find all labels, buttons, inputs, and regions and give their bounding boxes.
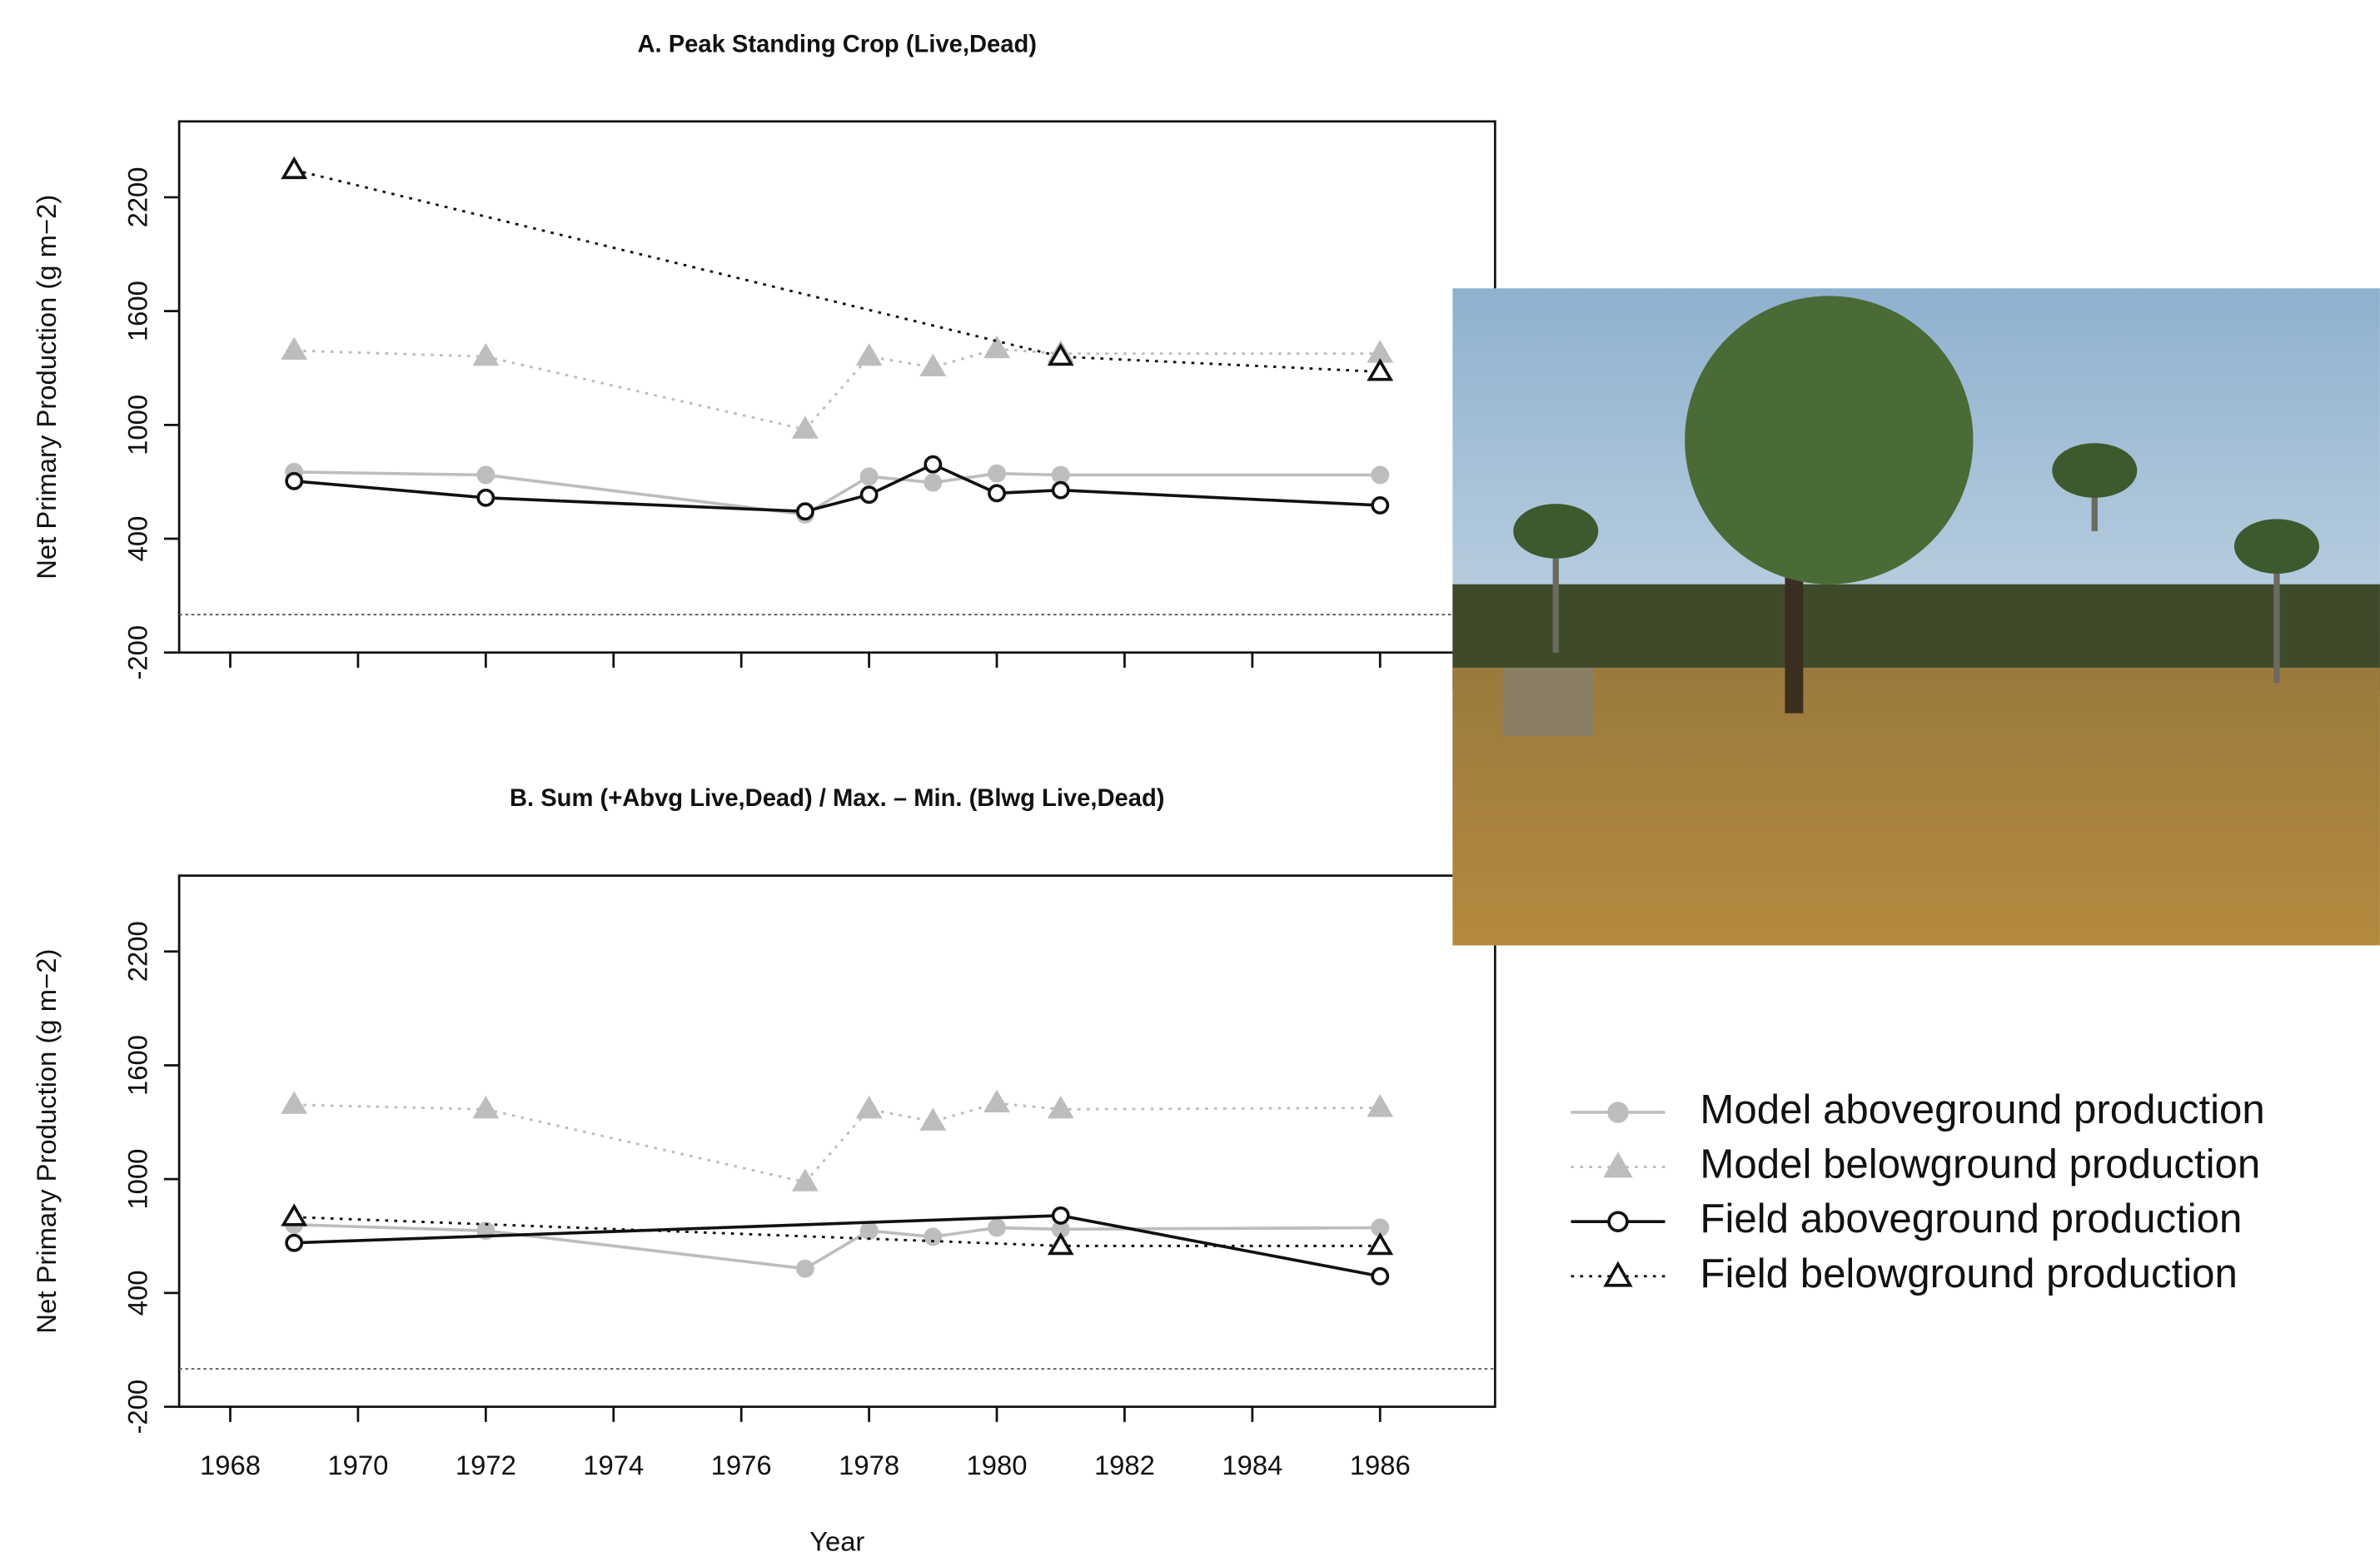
point: [1367, 358, 1394, 381]
point: [988, 464, 1006, 483]
photo-palm-crown: [2052, 443, 2138, 498]
y-tick-label: 1000: [122, 395, 152, 455]
point: [919, 1107, 947, 1131]
legend-label: Model belowground production: [1700, 1142, 2260, 1187]
chart-title: B. Sum (+Abvg Live,Dead) / Max. – Min. (…: [510, 785, 1165, 812]
x-axis-label: Year: [809, 1525, 864, 1556]
point: [1367, 1231, 1394, 1256]
plot-box: [177, 874, 1496, 1408]
point: [472, 1095, 500, 1119]
photo-palm-crown: [1513, 504, 1599, 559]
photo-palm-trunk: [2091, 470, 2098, 531]
photo-canopy: [1685, 296, 1974, 584]
x-tick-label: 1982: [1094, 1450, 1155, 1480]
point: [924, 473, 943, 492]
series-line: [294, 1214, 1381, 1278]
point: [1047, 1095, 1074, 1119]
photo: [1452, 288, 2380, 946]
y-tick-label: 400: [122, 516, 152, 562]
photo-palm-trunk: [1552, 530, 1559, 653]
y-tick-label: -200: [122, 625, 152, 680]
point: [791, 415, 819, 439]
point: [983, 1089, 1010, 1112]
point: [1051, 480, 1070, 500]
point: [795, 502, 814, 521]
x-tick-label: 1984: [1222, 1450, 1282, 1480]
point: [1047, 1231, 1074, 1256]
series-line: [294, 462, 1381, 514]
point: [988, 1218, 1006, 1237]
point: [859, 1221, 879, 1241]
point: [855, 1095, 883, 1119]
x-tick-label: 1972: [456, 1450, 516, 1480]
y-axis-label: Net Primary Production (g m−2): [31, 949, 62, 1334]
point: [285, 1233, 304, 1252]
series-line: [294, 470, 1381, 516]
point: [855, 342, 883, 366]
photo-grass: [1452, 667, 2380, 946]
series-line: [294, 347, 1381, 431]
point: [1047, 342, 1074, 366]
point: [791, 1168, 819, 1191]
point: [1051, 465, 1070, 485]
point: [919, 353, 947, 377]
y-axis-label: Net Primary Production (g m−2): [31, 195, 62, 580]
point: [988, 484, 1006, 503]
x-tick-label: 1980: [967, 1450, 1028, 1480]
photo-palm-crown: [2233, 519, 2320, 574]
x-tick-label: 1976: [711, 1450, 772, 1480]
point: [859, 467, 879, 486]
point: [983, 335, 1010, 359]
legend-label: Field belowground production: [1700, 1251, 2238, 1296]
x-tick-label: 1986: [1350, 1450, 1411, 1480]
point: [1371, 465, 1390, 485]
x-tick-label: 1968: [200, 1450, 261, 1480]
point: [1051, 1206, 1070, 1225]
legend-marker: [1607, 1211, 1629, 1232]
point: [1371, 495, 1390, 515]
y-tick-label: 400: [122, 1270, 152, 1316]
point: [476, 488, 495, 507]
point: [476, 465, 495, 485]
series-line: [293, 168, 1381, 373]
chart-title: A. Peak Standing Crop (Live,Dead): [637, 31, 1037, 57]
photo-palm-trunk: [2273, 546, 2280, 684]
legend-label: Model aboveground production: [1700, 1087, 2264, 1132]
x-tick-label: 1974: [583, 1450, 644, 1480]
point: [924, 455, 943, 474]
photo-truck: [1502, 667, 1594, 736]
legend-label: Field aboveground production: [1700, 1196, 2242, 1241]
y-tick-label: 2200: [122, 921, 152, 982]
x-tick-label: 1978: [839, 1450, 899, 1480]
point: [1371, 1266, 1390, 1286]
y-tick-label: 2200: [122, 167, 152, 227]
point: [285, 471, 304, 490]
point: [281, 1203, 308, 1226]
y-tick-label: 1000: [122, 1149, 152, 1210]
point: [859, 485, 879, 505]
y-tick-label: -200: [122, 1380, 152, 1435]
plot-box: [177, 120, 1496, 654]
legend-marker: [1603, 1152, 1633, 1178]
series-line: [294, 1216, 1381, 1247]
point: [924, 1227, 943, 1246]
legend-marker: [1607, 1102, 1629, 1123]
point: [281, 336, 308, 360]
point: [795, 1259, 814, 1278]
point: [281, 1091, 308, 1114]
x-tick-label: 1970: [327, 1450, 388, 1480]
point: [1367, 1094, 1394, 1117]
y-tick-label: 1600: [122, 281, 152, 341]
y-tick-label: 1600: [122, 1035, 152, 1096]
point: [281, 156, 308, 180]
series-line: [294, 1223, 1381, 1271]
series-line: [294, 1102, 1381, 1184]
point: [472, 342, 500, 366]
legend-marker: [1603, 1261, 1633, 1287]
